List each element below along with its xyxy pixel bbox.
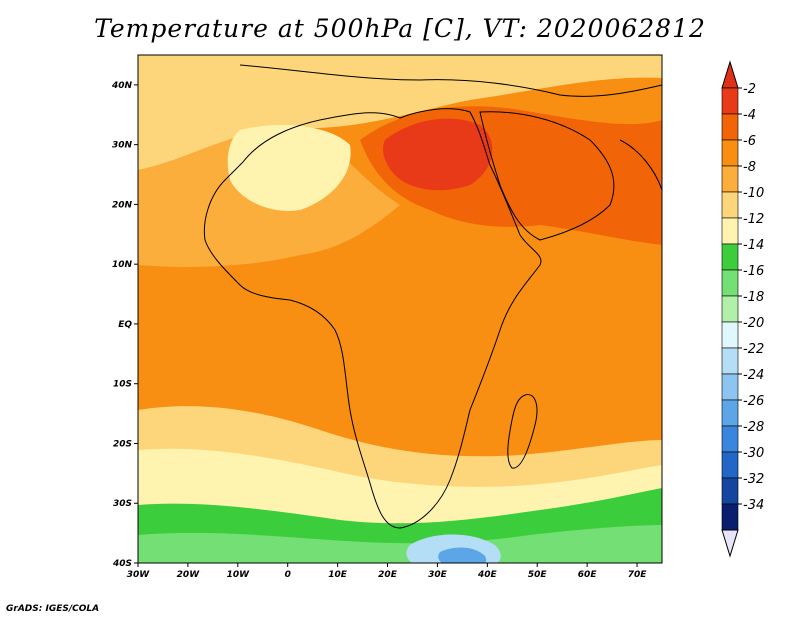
colorbar-label: -32 [743, 472, 764, 487]
lon-tick-label: 0 [285, 570, 291, 580]
colorbar-label: -2 [743, 82, 756, 97]
lat-tick-label: 40S [112, 559, 132, 569]
lat-tick-label: EQ [118, 320, 132, 330]
lon-tick-label: 20E [378, 570, 398, 580]
colorbar-bin [721, 113, 739, 141]
field-north-cool-belt [138, 55, 662, 170]
plot-frame [137, 54, 663, 564]
longitude-axis: 30W 20W 10W 0 10E 20E 30E 40E 50E 60E 70E [127, 563, 647, 580]
field-east-atlantic-warm [138, 296, 301, 400]
lat-tick-label: 10S [113, 380, 132, 390]
lon-tick-label: 50E [528, 570, 548, 580]
colorbar-bin [721, 399, 739, 427]
coastlines [203, 64, 662, 529]
lat-tick-label: 40N [111, 81, 133, 91]
lon-tick-label: 10W [227, 570, 251, 580]
colorbar-bin [721, 425, 739, 453]
colorbar-label: -4 [743, 108, 756, 123]
colorbar-label: -22 [743, 342, 764, 357]
lon-tick-label: 40E [477, 570, 498, 580]
field-egypt-core [383, 118, 493, 191]
colorbar-label: -8 [743, 160, 756, 175]
colorbar-label: -10 [743, 186, 764, 201]
colorbar: -2 -4 -6 -8 -10 -12 -14 -16 -18 -20 -22 -24 -26 -28 -3… [721, 60, 764, 558]
lat-tick-label: 20S [113, 439, 132, 449]
colorbar-bin [721, 165, 739, 193]
colorbar-bin [721, 503, 739, 531]
temperature-field [138, 55, 662, 563]
lon-tick-label: 70E [628, 570, 648, 580]
colorbar-bottom-arrow [721, 529, 739, 558]
lat-tick-label: 30S [113, 499, 132, 509]
lon-tick-label: 30W [127, 570, 151, 580]
colorbar-bin [721, 347, 739, 375]
colorbar-label: -26 [743, 394, 764, 409]
colorbar-bin [721, 477, 739, 505]
africa-coastline [203, 108, 542, 529]
colorbar-label: -28 [743, 420, 764, 435]
madagascar-coastline [507, 394, 538, 469]
colorbar-bin [721, 87, 739, 115]
arabia-coastline [479, 111, 615, 241]
colorbar-label: -12 [743, 212, 764, 227]
lat-tick-label: 10N [112, 260, 133, 270]
colorbar-bin [721, 451, 739, 479]
colorbar-top-arrow [721, 60, 739, 89]
colorbar-label: -20 [743, 316, 764, 331]
colorbar-label: -34 [743, 498, 764, 513]
field-southern-light-green [138, 525, 662, 563]
credit-text: GrADS: IGES/COLA [6, 604, 100, 614]
lon-tick-label: 60E [578, 570, 598, 580]
colorbar-bin [721, 243, 739, 271]
field-indian-ocean-warm [519, 252, 662, 440]
colorbar-bin [721, 321, 739, 349]
colorbar-bin [721, 139, 739, 167]
lon-tick-label: 30E [428, 570, 448, 580]
map-title: Temperature at 500hPa [C], VT: 202006281… [94, 14, 706, 43]
colorbar-bin [721, 217, 739, 245]
colorbar-bin [721, 191, 739, 219]
colorbar-bin [721, 295, 739, 323]
colorbar-label: -18 [743, 290, 764, 305]
colorbar-bin [721, 269, 739, 297]
europe-coastline [239, 64, 662, 97]
colorbar-label: -16 [743, 264, 764, 279]
colorbar-label: -14 [743, 238, 764, 253]
field-southern-cold-core [438, 547, 487, 563]
lat-tick-label: 30N [112, 141, 133, 151]
india-coastline [619, 139, 662, 191]
lon-tick-label: 10E [328, 570, 348, 580]
lon-tick-label: 20W [177, 570, 201, 580]
colorbar-label: -30 [743, 446, 764, 461]
latitude-axis: 40N 30N 20N 10N EQ 10S 20S 30S 40S [111, 81, 138, 569]
colorbar-label: -24 [743, 368, 764, 383]
colorbar-bin [721, 373, 739, 401]
colorbar-label: -6 [743, 134, 756, 149]
lat-tick-label: 20N [112, 200, 133, 210]
